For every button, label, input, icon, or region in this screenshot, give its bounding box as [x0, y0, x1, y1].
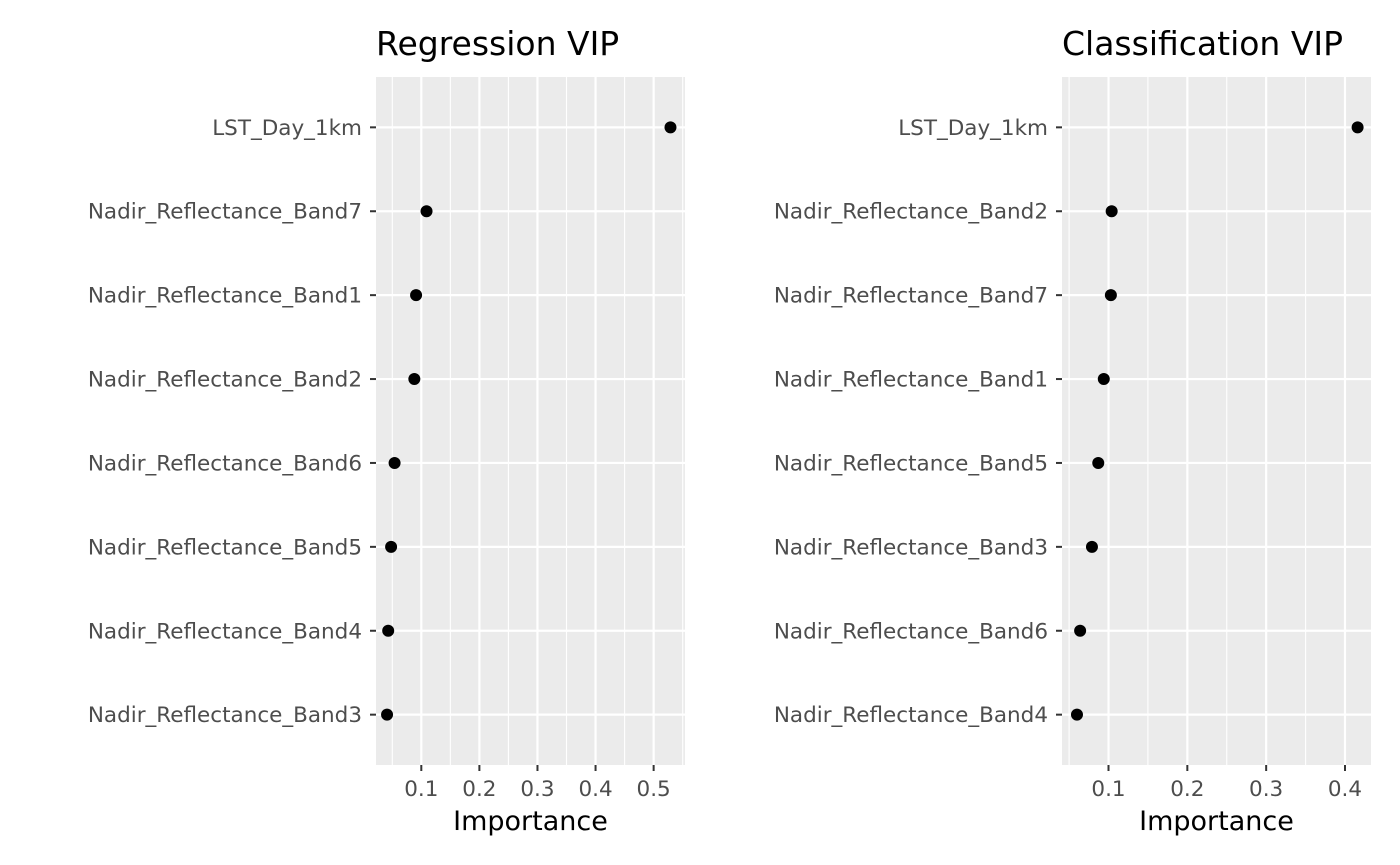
regression-point: [385, 540, 398, 553]
classification-x-tick-label: 0.3: [1249, 777, 1283, 802]
classification-category-label: Nadir_Reflectance_Band5: [774, 451, 1048, 476]
regression-point: [664, 121, 677, 134]
regression-x-tick-label: 0.3: [520, 777, 554, 802]
classification-point: [1097, 373, 1110, 386]
classification-point: [1351, 121, 1364, 134]
regression-point: [410, 289, 423, 302]
regression-category-label: Nadir_Reflectance_Band6: [88, 451, 362, 476]
regression-point: [388, 456, 401, 469]
classification-vip-panel: Classification VIP Importance 0.1 0.2 0.3 0…: [774, 24, 1371, 837]
classification-x-axis-title: Importance: [1139, 806, 1294, 837]
classification-category-label: Nadir_Reflectance_Band4: [774, 703, 1048, 728]
classification-point: [1105, 205, 1118, 218]
regression-category-label: LST_Day_1km: [212, 116, 362, 141]
regression-category-label: Nadir_Reflectance_Band3: [88, 703, 362, 728]
classification-point: [1085, 540, 1098, 553]
classification-point: [1104, 289, 1117, 302]
regression-category-label: Nadir_Reflectance_Band2: [88, 368, 362, 393]
regression-category-label: Nadir_Reflectance_Band5: [88, 535, 362, 560]
classification-point: [1070, 708, 1083, 721]
classification-point: [1074, 624, 1087, 637]
regression-point: [382, 624, 395, 637]
classification-point: [1092, 456, 1105, 469]
classification-category-label: Nadir_Reflectance_Band7: [774, 284, 1048, 309]
regression-category-label: Nadir_Reflectance_Band1: [88, 284, 362, 309]
regression-x-axis-title: Importance: [453, 806, 608, 837]
regression-vip-panel: Regression VIP Importance 0.1 0.2 0.3 0.4 0.…: [88, 24, 685, 837]
regression-category-label: Nadir_Reflectance_Band4: [88, 619, 362, 644]
regression-x-tick-label: 0.2: [462, 777, 496, 802]
classification-x-tick-label: 0.2: [1170, 777, 1204, 802]
classification-category-label: Nadir_Reflectance_Band6: [774, 619, 1048, 644]
classification-vip-title: Classification VIP: [1062, 24, 1343, 63]
regression-panel-background: [376, 77, 685, 765]
regression-point: [381, 708, 394, 721]
classification-x-tick-label: 0.1: [1091, 777, 1125, 802]
classification-panel-background: [1062, 77, 1371, 765]
regression-point: [420, 205, 433, 218]
classification-category-label: Nadir_Reflectance_Band3: [774, 535, 1048, 560]
regression-category-label: Nadir_Reflectance_Band7: [88, 200, 362, 225]
classification-x-tick-label: 0.4: [1328, 777, 1362, 802]
regression-vip-title: Regression VIP: [376, 24, 619, 63]
classification-category-label: LST_Day_1km: [898, 116, 1048, 141]
regression-x-tick-label: 0.5: [637, 777, 671, 802]
classification-category-label: Nadir_Reflectance_Band1: [774, 368, 1048, 393]
regression-x-tick-label: 0.4: [578, 777, 612, 802]
regression-point: [408, 373, 421, 386]
regression-x-tick-label: 0.1: [404, 777, 438, 802]
classification-category-label: Nadir_Reflectance_Band2: [774, 200, 1048, 225]
